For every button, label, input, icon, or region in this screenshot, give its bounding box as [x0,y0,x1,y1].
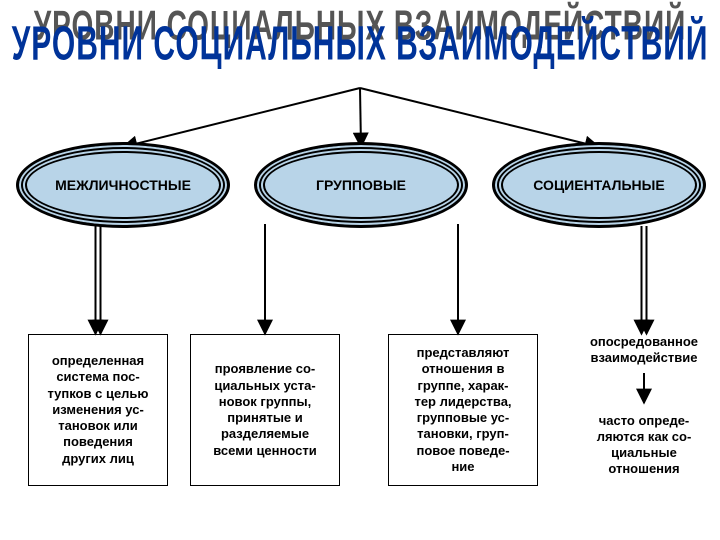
level-ellipse-label: МЕЖЛИЧНОСТНЫЕ [55,177,191,193]
title-main: УРОВНИ СОЦИАЛЬНЫХ ВЗАИМОДЕЙСТВИЙ [0,18,720,72]
description-text: определенная система пос- тупков с целью… [47,353,148,467]
description-text: проявление со- циальных уста- новок груп… [213,361,316,459]
societal-description-column: опосредованное взаимодействие часто опре… [570,334,718,478]
description-box-d3: представляют отношения в группе, харак- … [388,334,538,486]
societal-desc-top: опосредованное взаимодействие [590,334,698,367]
arrow-down-icon [634,373,654,407]
description-box-d1: определенная система пос- тупков с целью… [28,334,168,486]
level-ellipse-label: СОЦИЕНТАЛЬНЫЕ [533,177,664,193]
level-ellipse-e2: ГРУППОВЫЕ [254,142,468,228]
level-ellipse-label: ГРУППОВЫЕ [316,177,406,193]
level-ellipse-e1: МЕЖЛИЧНОСТНЫЕ [16,142,230,228]
description-box-d2: проявление со- циальных уста- новок груп… [190,334,340,486]
societal-desc-bottom: часто опреде- ляются как со- циальные от… [597,413,692,478]
description-text: представляют отношения в группе, харак- … [414,345,511,475]
level-ellipse-e3: СОЦИЕНТАЛЬНЫЕ [492,142,706,228]
